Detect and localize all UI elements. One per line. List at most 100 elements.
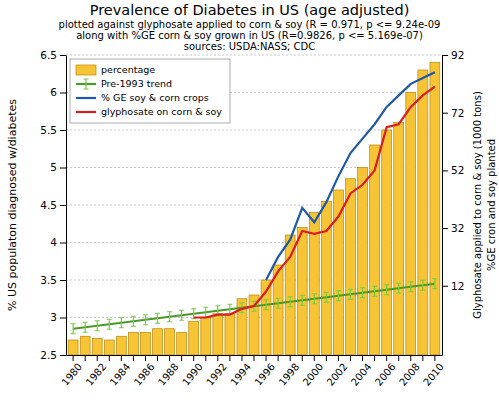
chart: 2.533.544.555.566.5123252729219801982198… xyxy=(0,0,499,415)
bar xyxy=(358,168,368,356)
tick xyxy=(85,355,86,361)
bar xyxy=(116,336,126,355)
legend-swatch xyxy=(76,97,96,99)
tick: 3.5 xyxy=(40,274,66,286)
y-tick-label: 3.5 xyxy=(40,274,57,286)
tick: 1982 xyxy=(84,355,109,388)
bar xyxy=(394,123,404,356)
marker xyxy=(107,319,112,329)
tick: 2002 xyxy=(325,355,350,388)
bar xyxy=(430,63,440,356)
marker xyxy=(408,282,413,292)
tick-mark xyxy=(338,355,339,361)
legend: percentagePre-1993 trend% GE soy & corn … xyxy=(70,59,230,123)
x-tick-label: 1984 xyxy=(108,361,133,388)
y-tick-label: 4.5 xyxy=(40,199,57,211)
y-axis-line xyxy=(66,56,67,356)
marker xyxy=(324,292,329,302)
marker xyxy=(155,313,160,323)
tick-mark xyxy=(386,355,387,361)
y-tick-label: 5 xyxy=(50,161,57,173)
tick-mark xyxy=(290,355,291,361)
tick: 32 xyxy=(442,222,464,234)
x-tick-label: 2002 xyxy=(325,361,350,388)
marker xyxy=(336,291,341,301)
bar xyxy=(297,228,307,356)
tick-mark xyxy=(254,355,255,361)
tick-mark xyxy=(145,355,146,361)
tick xyxy=(326,355,327,361)
bar xyxy=(92,339,102,356)
bar xyxy=(189,321,199,355)
tick-mark xyxy=(60,93,66,94)
tick-mark xyxy=(442,286,448,287)
y-tick-label: 6 xyxy=(50,86,57,98)
marker xyxy=(348,289,353,299)
tick-mark xyxy=(302,355,303,361)
tick: 1998 xyxy=(276,355,301,388)
tick: 4 xyxy=(50,236,66,248)
legend-box xyxy=(70,59,230,123)
subtitle: sources: USDA:NASS; CDC xyxy=(184,41,315,52)
marker xyxy=(420,280,425,290)
marker xyxy=(360,288,365,298)
x-tick-label: 1990 xyxy=(180,361,205,388)
y2-tick-label: 32 xyxy=(451,222,464,234)
y2-tick-label: 12 xyxy=(451,280,464,292)
legend-item: Pre-1993 trend xyxy=(76,78,172,89)
bar xyxy=(128,333,138,356)
tick-mark xyxy=(60,55,66,56)
tick-mark xyxy=(241,355,242,361)
tick-mark xyxy=(442,170,448,171)
tick-mark xyxy=(442,55,448,56)
bar xyxy=(201,318,211,356)
legend-swatch xyxy=(76,111,96,113)
bars xyxy=(68,63,440,356)
x-tick-label: 1998 xyxy=(276,361,301,388)
tick: 1984 xyxy=(108,355,133,388)
tick-mark xyxy=(326,355,327,361)
tick-mark xyxy=(350,355,351,361)
tick: 6.5 xyxy=(40,49,66,61)
tick-mark xyxy=(60,205,66,206)
tick-mark xyxy=(60,318,66,319)
y2-tick-label: 52 xyxy=(451,164,464,176)
marker xyxy=(71,324,76,334)
tick-mark xyxy=(374,355,375,361)
tick-mark xyxy=(229,355,230,361)
x-tick-label: 1996 xyxy=(252,361,277,388)
bar xyxy=(321,201,331,355)
bar xyxy=(370,145,380,355)
x-tick-label: 2000 xyxy=(301,361,326,388)
tick: 72 xyxy=(442,107,464,119)
tick: 1994 xyxy=(228,355,253,388)
y2-axis-title: Glyphosate applied to corn & soy (1000 t… xyxy=(472,91,483,319)
tick-mark xyxy=(109,355,110,361)
bar xyxy=(104,340,114,355)
bar xyxy=(165,329,175,355)
marker xyxy=(119,318,124,328)
bar xyxy=(406,93,416,356)
tick: 1988 xyxy=(156,355,181,388)
tick-mark xyxy=(157,355,158,361)
bar xyxy=(418,70,428,355)
marker xyxy=(288,297,293,307)
x-tick-label: 1982 xyxy=(84,361,109,388)
legend-label: Pre-1993 trend xyxy=(101,78,172,89)
tick: 2004 xyxy=(349,355,374,388)
marker xyxy=(396,283,401,293)
legend-marker xyxy=(84,79,89,89)
tick xyxy=(205,355,206,361)
tick-mark xyxy=(181,355,182,361)
bar xyxy=(141,333,151,356)
tick-mark xyxy=(85,355,86,361)
marker xyxy=(143,315,148,325)
tick: 2008 xyxy=(397,355,422,388)
bar xyxy=(382,130,392,355)
y2-tick-label: 72 xyxy=(451,107,464,119)
bar xyxy=(346,179,356,355)
tick-mark xyxy=(266,355,267,361)
x-tick-label: 2006 xyxy=(373,361,398,388)
x-tick-label: 2010 xyxy=(421,361,446,388)
tick-mark xyxy=(133,355,134,361)
